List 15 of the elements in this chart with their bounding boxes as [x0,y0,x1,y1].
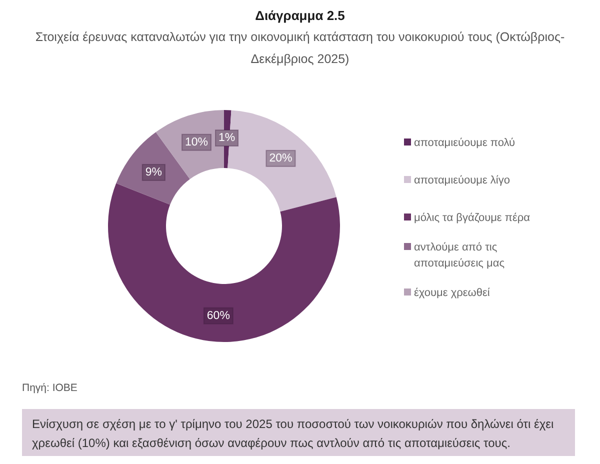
legend-label: μόλις τα βγάζουμε πέρα [414,212,531,224]
legend-label: αποταμιεύουμε λίγο [414,174,510,186]
data-label: 60% [206,310,230,322]
donut-slice [108,183,340,342]
data-label: 1% [218,132,236,144]
chart-title: Διάγραμμα 2.5 [255,8,345,23]
legend-label: αποταμιεύουμε πολύ [414,137,516,149]
data-label: 20% [269,152,292,164]
data-label: 9% [145,166,162,178]
legend-label: έχουμε χρεωθεί [414,287,490,299]
chart-subtitle: Στοιχεία έρευνας καταναλωτών για την οικονομική κατάσταση του νοικοκυριού τους (Οκτώβριος-Δεκέμβριος 2025) [35,30,565,66]
data-label: 10% [184,136,208,148]
legend-label: αντλούμε από τις αποταμιεύσεις μας [414,242,504,270]
text: Ενίσχυση σε σχέση με το γ' τρίμηνο του 2025 του ποσοστού των νοικοκυριών που δηλώνει ότι έχει χρεωθεί (10%) και εξασθένιση όσων αναφέρουν πως αντλούν από τις αποταμιεύσεις τους. [32,417,554,450]
text: Πηγή: ΙΟΒΕ [22,382,78,394]
